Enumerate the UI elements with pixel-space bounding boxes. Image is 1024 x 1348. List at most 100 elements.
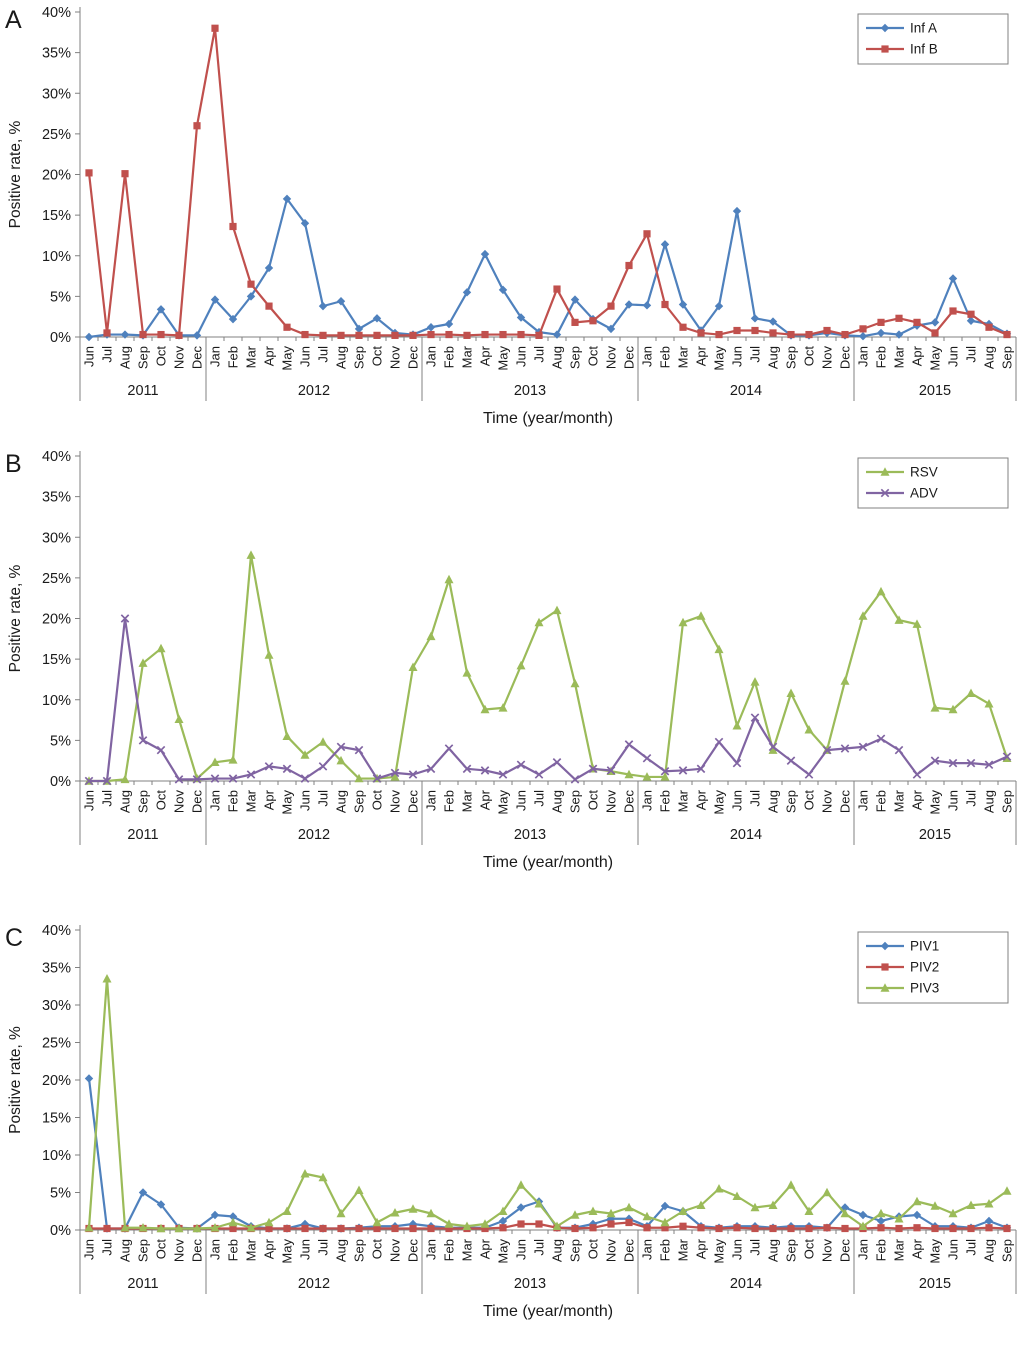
svg-text:40%: 40% [42,5,71,21]
year-labels: 2011 2012 2013 2014 2015 [127,827,951,843]
svg-text:Aug: Aug [550,1239,565,1262]
svg-text:PIV2: PIV2 [910,960,939,975]
svg-text:Oct: Oct [370,346,385,367]
svg-text:10%: 10% [42,1148,71,1164]
svg-text:Jan: Jan [424,790,439,811]
svg-text:Jul: Jul [964,790,979,807]
svg-text:15%: 15% [42,652,71,668]
svg-text:Jun: Jun [82,346,97,367]
panel-label: C [5,924,23,952]
svg-text:Jun: Jun [298,790,313,811]
panel-a-svg: 0%5%10%15%20%25%30%35%40%Jun Jul Aug Sep Oct… [5,5,1017,427]
svg-text:Nov: Nov [388,346,403,370]
svg-text:Sep: Sep [1000,790,1015,813]
svg-text:May: May [928,1239,943,1264]
svg-text:Mar: Mar [892,789,907,812]
svg-text:Jun: Jun [82,1239,97,1260]
svg-text:Nov: Nov [820,346,835,370]
year-labels: 2011 2012 2013 2014 2015 [127,383,951,399]
svg-text:Feb: Feb [874,346,889,368]
svg-text:Oct: Oct [586,790,601,811]
svg-text:Mar: Mar [892,345,907,368]
svg-text:May: May [496,346,511,371]
svg-text:20%: 20% [42,612,71,628]
svg-text:Apr: Apr [910,345,925,366]
svg-text:Nov: Nov [172,346,187,370]
svg-text:25%: 25% [42,571,71,587]
panel-b-svg: 0%5%10%15%20%25%30%35%40%Jun Jul Aug Sep Oct… [5,449,1017,871]
svg-text:Jan: Jan [856,346,871,367]
svg-text:Jul: Jul [532,1239,547,1256]
svg-text:2012: 2012 [298,1276,330,1292]
svg-text:Oct: Oct [370,1239,385,1260]
svg-text:25%: 25% [42,127,71,143]
svg-text:Feb: Feb [442,346,457,368]
svg-text:2011: 2011 [127,827,158,843]
svg-text:Jun: Jun [730,790,745,811]
svg-text:Nov: Nov [604,1239,619,1263]
svg-text:Nov: Nov [172,790,187,814]
svg-text:May: May [280,790,295,815]
panel-label: B [5,450,22,478]
svg-text:Mar: Mar [460,789,475,812]
svg-text:Apr: Apr [478,789,493,810]
svg-text:Apr: Apr [694,1238,709,1259]
svg-text:Dec: Dec [406,1239,421,1263]
y-axis-title: Positive rate, % [7,1026,24,1134]
svg-text:2013: 2013 [514,827,546,843]
svg-text:Mar: Mar [460,345,475,368]
y-axis-labels: 0% 5% 10% 15% 20% 25% 30% 35% 40% [42,923,71,1239]
svg-text:Feb: Feb [226,346,241,368]
svg-text:5%: 5% [50,1186,71,1202]
svg-text:Aug: Aug [982,1239,997,1262]
svg-text:Dec: Dec [838,1239,853,1263]
svg-text:Oct: Oct [154,1239,169,1260]
svg-text:Apr: Apr [262,789,277,810]
svg-text:May: May [712,1239,727,1264]
svg-text:May: May [712,790,727,815]
svg-text:Aug: Aug [334,790,349,813]
panel-b-chart: 0% 5% 10% 15% 20% 25% 30% 35% 40% Jun Jul Aug Sep Oct… [0,432,1024,894]
panel-c-chart: 0% 5% 10% 15% 20% 25% 30% 35% 40% Jun Jul Aug Sep Oct… [0,894,1024,1348]
legend: RSV ADV [857,457,1009,509]
month-labels: Jun Jul Aug Sep Oct Nov Dec Jan Feb Mar Apr May Jun J… [82,1238,1015,1263]
series-piv3 [84,973,1012,1233]
svg-text:Apr: Apr [910,789,925,810]
svg-text:2011: 2011 [127,1276,158,1292]
svg-text:Dec: Dec [838,346,853,370]
svg-text:0%: 0% [50,1223,71,1239]
svg-text:Jul: Jul [316,790,331,807]
svg-text:Nov: Nov [820,790,835,814]
svg-text:Oct: Oct [586,346,601,367]
svg-text:Aug: Aug [982,790,997,813]
svg-text:15%: 15% [42,208,71,224]
svg-text:Apr: Apr [262,1238,277,1259]
svg-text:Sep: Sep [784,790,799,813]
month-labels: Jun Jul Aug Sep Oct Nov Dec Jan Feb Mar Apr May Jun J… [82,789,1015,814]
svg-text:Dec: Dec [838,790,853,814]
svg-text:Sep: Sep [1000,1239,1015,1262]
legend: PIV1 PIV2 PIV3 [857,931,1009,1004]
y-axis-labels: 0% 5% 10% 15% 20% 25% 30% 35% 40% [42,5,71,346]
svg-text:Sep: Sep [568,1239,583,1262]
svg-text:Jul: Jul [316,346,331,363]
svg-text:Oct: Oct [802,346,817,367]
svg-text:Jul: Jul [100,346,115,363]
svg-text:Oct: Oct [370,790,385,811]
month-labels: Jun Jul Aug Sep Oct Nov Dec Jan Feb Mar Apr May Jun J… [82,345,1015,370]
svg-text:Dec: Dec [190,346,205,370]
svg-text:Apr: Apr [694,345,709,366]
svg-text:Oct: Oct [154,346,169,367]
series-adv [84,614,1012,786]
svg-text:20%: 20% [42,168,71,184]
panel-c-svg: 0%5%10%15%20%25%30%35%40%Jun Jul Aug Sep Oct… [5,923,1017,1320]
x-axis-title: Time (year/month) [483,410,613,427]
svg-text:PIV1: PIV1 [910,939,939,954]
svg-text:Mar: Mar [244,345,259,368]
x-axis-title: Time (year/month) [483,1303,613,1320]
svg-text:Jun: Jun [514,790,529,811]
svg-text:Jan: Jan [640,346,655,367]
svg-text:Nov: Nov [604,346,619,370]
svg-text:ADV: ADV [910,486,938,501]
svg-text:Jun: Jun [514,1239,529,1260]
